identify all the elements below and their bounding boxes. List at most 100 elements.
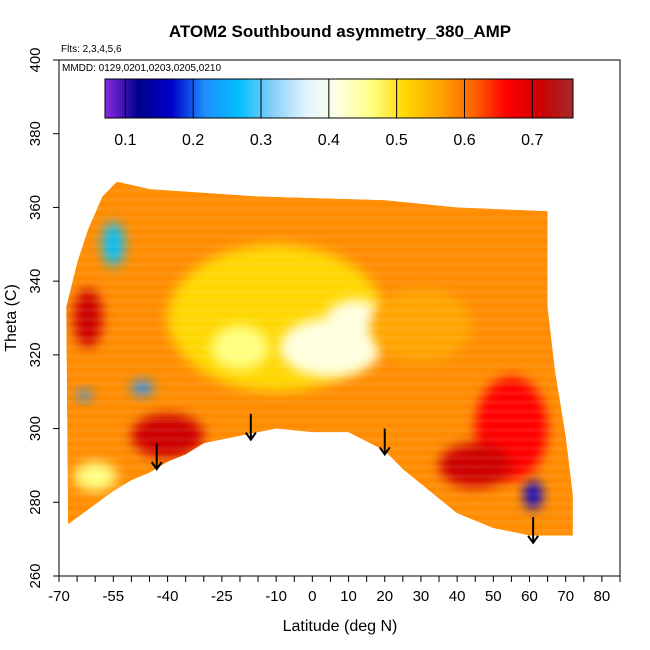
field-band: [66, 372, 573, 377]
field-band: [66, 215, 573, 221]
field-band: [66, 455, 573, 460]
field-patch: [524, 480, 543, 510]
field-band: [66, 298, 573, 304]
field-patch: [102, 222, 125, 267]
colorbar-tick-label: 0.3: [250, 132, 272, 149]
field-band: [66, 225, 573, 230]
field-patch: [77, 389, 92, 401]
field-patch: [73, 288, 103, 348]
y-tick-label: 320: [27, 342, 44, 367]
field-patch: [439, 443, 512, 488]
colorbar-tick-label: 0.7: [521, 132, 543, 149]
x-axis: -70 -55 -40 -25 -10 0 10 20 30 40 50 60 70 80: [48, 576, 621, 605]
field-band: [66, 354, 573, 359]
field-band: [66, 243, 573, 248]
chart-title: ATOM2 Southbound asymmetry_380_AMP: [169, 22, 511, 41]
colorbar-tick-label: 0.1: [114, 132, 136, 149]
field-band: [66, 529, 573, 534]
x-tick-label: 70: [557, 588, 574, 605]
plot-frame: [58, 59, 621, 577]
field-band: [66, 427, 573, 433]
field-patch: [131, 413, 204, 459]
field-patch: [211, 325, 269, 370]
field-band: [59, 557, 620, 561]
field-band: [66, 483, 573, 488]
arrow-marker: [378, 428, 391, 457]
field-band: [66, 510, 573, 516]
field-band: [66, 206, 573, 212]
y-tick-label: 380: [27, 121, 44, 146]
field-band: [66, 252, 573, 258]
field-band: [66, 473, 573, 479]
arrow-marker: [150, 443, 163, 471]
field-band: [66, 501, 573, 506]
y-tick-label: 340: [27, 269, 44, 294]
x-tick-label: 10: [340, 588, 357, 605]
field-band: [66, 363, 573, 368]
field-patch: [131, 380, 154, 396]
field-band: [66, 181, 573, 184]
field-band: [66, 280, 573, 285]
y-axis-label: Theta (C): [3, 284, 20, 352]
field-band: [66, 464, 573, 470]
y-tick-label: 400: [27, 47, 44, 72]
x-tick-label: -55: [102, 588, 124, 605]
arrow-marker: [527, 517, 539, 545]
field-band: [66, 271, 573, 276]
dates-note: MMDD: 0129,0201,0203,0205,0210: [62, 63, 221, 74]
colorbar-tick-label: 0.4: [318, 132, 340, 149]
field-band: [66, 519, 573, 525]
field-patch: [326, 299, 385, 337]
field-band: [59, 548, 620, 552]
field-band: [66, 381, 573, 387]
x-tick-label: -25: [211, 588, 233, 605]
colorbar-frame: [104, 78, 574, 119]
x-tick-label: 80: [594, 588, 611, 605]
x-axis-label: Latitude (deg N): [283, 618, 398, 635]
field-band: [66, 317, 573, 322]
field-band: [66, 437, 573, 442]
field-band: [66, 197, 573, 202]
y-tick-label: 260: [27, 563, 44, 588]
field-band: [66, 261, 573, 267]
field-band: [66, 446, 573, 451]
heatmap-field: [59, 170, 620, 561]
field-band: [59, 170, 620, 174]
field-band: [66, 188, 573, 193]
x-tick-label: -10: [265, 588, 287, 605]
flights-note: Flts: 2,3,4,5,6: [61, 44, 122, 55]
x-tick-label: -70: [48, 588, 70, 605]
field-band: [66, 492, 573, 497]
x-tick-label: 40: [449, 588, 466, 605]
field-band: [66, 418, 573, 424]
field-band: [66, 326, 573, 331]
field-band: [66, 390, 573, 396]
colorbar-tick-label: 0.6: [453, 132, 475, 149]
field-band: [66, 409, 573, 414]
colorbar-tick-label: 0.5: [386, 132, 408, 149]
field-band: [66, 335, 573, 341]
y-axis: 260 280 300 320 340 360 380 400: [27, 47, 59, 589]
y-tick-label: 360: [27, 195, 44, 220]
x-tick-label: 60: [521, 588, 538, 605]
y-tick-label: 300: [27, 416, 44, 441]
arrow-marker: [245, 413, 257, 442]
field-band: [66, 344, 573, 350]
arrow-markers: [150, 413, 539, 545]
x-tick-label: 20: [376, 588, 393, 605]
field-band: [66, 400, 573, 405]
x-tick-label: 50: [485, 588, 502, 605]
field-patch: [73, 461, 117, 492]
colorbar-bar: [105, 79, 573, 118]
x-tick-label: 30: [413, 588, 430, 605]
y-tick-label: 280: [27, 490, 44, 515]
x-tick-label: 0: [308, 588, 316, 605]
field-patch: [370, 288, 472, 363]
x-tick-label: -40: [157, 588, 179, 605]
field-band: [66, 234, 573, 239]
colorbar-ticks: 0.1 0.2 0.3 0.4 0.5 0.6 0.7: [114, 79, 544, 149]
field-band: [66, 308, 573, 313]
colorbar-tick-label: 0.2: [182, 132, 204, 149]
field-band: [66, 289, 573, 295]
